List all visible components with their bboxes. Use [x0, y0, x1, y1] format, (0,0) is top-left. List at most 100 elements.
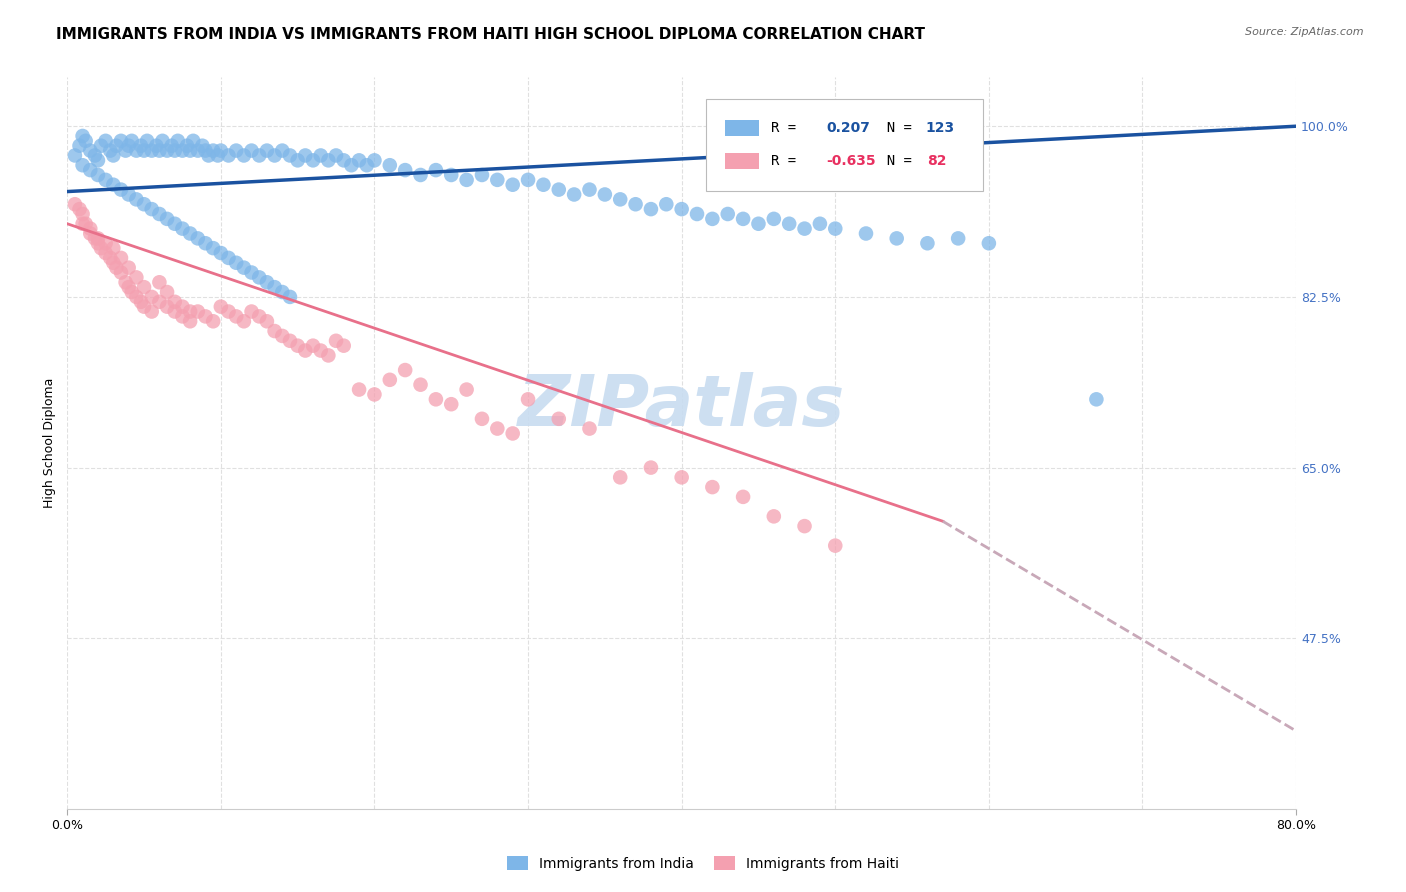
Point — [152, 134, 174, 148]
Point — [332, 339, 354, 353]
Point — [263, 280, 285, 294]
Point — [103, 256, 125, 270]
Point — [87, 153, 110, 168]
Text: -0.635: -0.635 — [827, 153, 876, 168]
Point — [118, 187, 141, 202]
Text: R =: R = — [772, 121, 804, 135]
Point — [502, 178, 524, 192]
Point — [977, 236, 1000, 251]
Point — [176, 138, 198, 153]
Point — [125, 193, 148, 207]
Point — [256, 144, 278, 158]
Point — [103, 241, 125, 255]
Point — [593, 187, 616, 202]
Point — [218, 148, 240, 162]
Point — [531, 178, 554, 192]
Point — [263, 324, 285, 338]
Point — [181, 134, 204, 148]
Point — [517, 173, 540, 187]
Point — [163, 144, 186, 158]
Point — [63, 197, 86, 211]
Point — [855, 227, 877, 241]
Point — [917, 236, 939, 251]
Point — [225, 256, 247, 270]
Point — [172, 221, 194, 235]
Point — [624, 197, 647, 211]
Point — [409, 377, 432, 392]
Point — [90, 138, 112, 153]
Point — [202, 144, 225, 158]
Point — [87, 168, 110, 182]
Point — [562, 187, 585, 202]
Point — [347, 383, 370, 397]
Point — [72, 207, 94, 221]
Point — [486, 421, 509, 435]
Point — [121, 285, 143, 299]
FancyBboxPatch shape — [724, 153, 759, 169]
Point — [75, 134, 97, 148]
Point — [194, 144, 217, 158]
Point — [271, 329, 294, 343]
Point — [141, 290, 163, 304]
Point — [83, 231, 105, 245]
Point — [378, 373, 401, 387]
Point — [94, 246, 117, 260]
Point — [141, 144, 163, 158]
Point — [114, 275, 136, 289]
Point — [733, 211, 755, 226]
Point — [425, 163, 447, 178]
Point — [294, 343, 316, 358]
Point — [79, 227, 101, 241]
Text: N =: N = — [870, 121, 920, 135]
Point — [640, 460, 662, 475]
Point — [247, 148, 270, 162]
Point — [808, 217, 831, 231]
Point — [578, 183, 600, 197]
Point — [121, 134, 143, 148]
Point — [232, 260, 254, 275]
Point — [287, 339, 309, 353]
Point — [309, 148, 332, 162]
Point — [225, 144, 247, 158]
Point — [686, 207, 709, 221]
Point — [247, 270, 270, 285]
Point — [118, 138, 141, 153]
Point — [471, 168, 494, 182]
Point — [110, 183, 132, 197]
Point — [72, 217, 94, 231]
Point — [486, 173, 509, 187]
Point — [63, 148, 86, 162]
Text: 82: 82 — [928, 153, 946, 168]
Point — [72, 158, 94, 172]
Point — [110, 266, 132, 280]
Point — [287, 153, 309, 168]
Point — [378, 158, 401, 172]
Point — [271, 144, 294, 158]
Point — [191, 138, 214, 153]
Point — [132, 300, 155, 314]
Point — [197, 148, 219, 162]
Point — [456, 383, 478, 397]
Point — [194, 310, 217, 324]
Point — [69, 202, 91, 216]
Text: N =: N = — [870, 153, 920, 168]
Point — [187, 231, 209, 245]
Point — [156, 300, 179, 314]
Point — [225, 310, 247, 324]
Point — [209, 144, 232, 158]
Point — [156, 285, 179, 299]
Point — [79, 144, 101, 158]
Point — [1085, 392, 1108, 407]
Point — [110, 251, 132, 265]
Point — [163, 304, 186, 318]
Point — [240, 266, 263, 280]
Point — [132, 197, 155, 211]
Point — [87, 236, 110, 251]
Point — [517, 392, 540, 407]
Point — [202, 314, 225, 328]
Point — [187, 304, 209, 318]
Point — [232, 314, 254, 328]
Point — [824, 539, 846, 553]
Point — [110, 134, 132, 148]
Point — [256, 275, 278, 289]
